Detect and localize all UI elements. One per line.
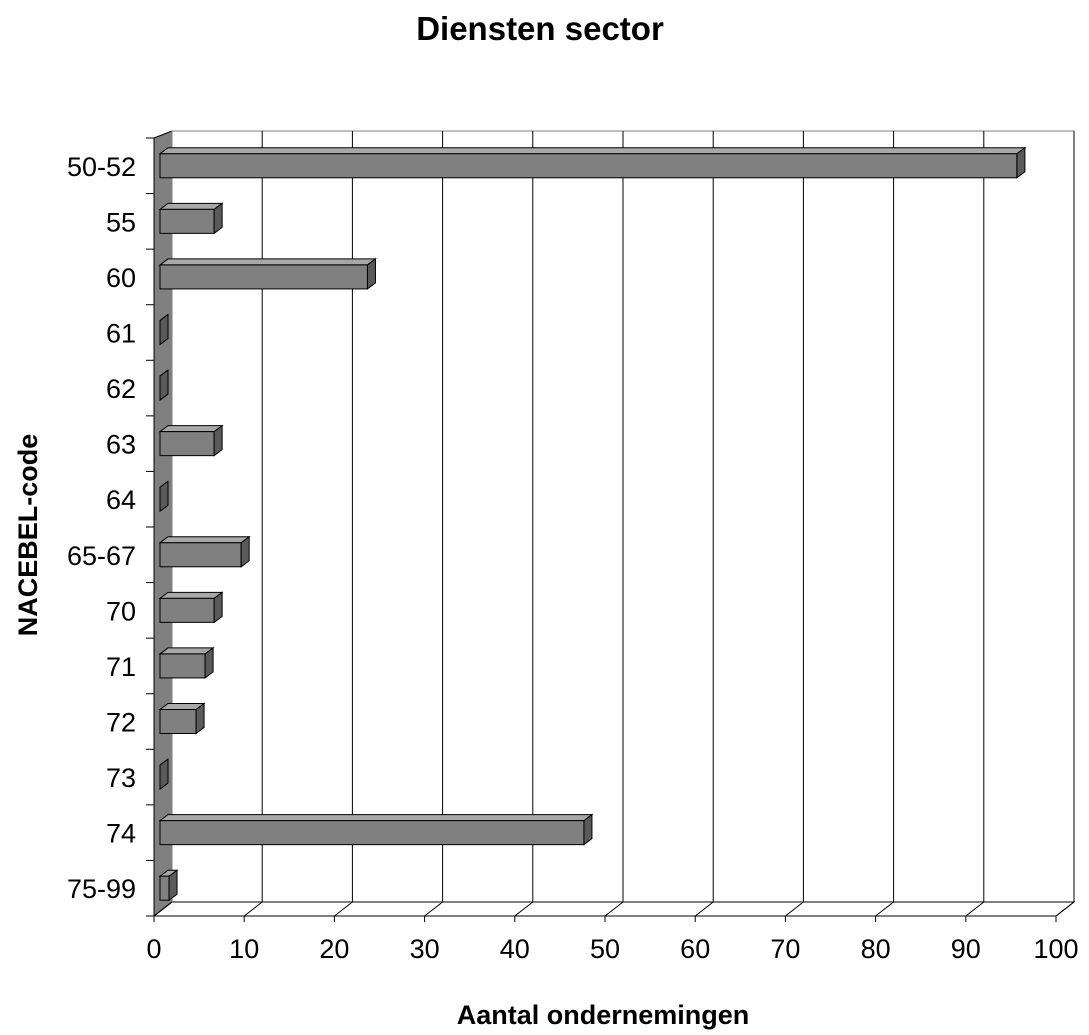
bar-front-face (159, 875, 170, 901)
y-axis-title: NACEBEL-code (13, 434, 43, 637)
y-tick-label: 61 (106, 319, 136, 349)
y-tick-label: 75-99 (67, 874, 136, 904)
bar-top-face (158, 425, 224, 433)
bar-front-face (159, 431, 215, 457)
bar (158, 424, 224, 457)
x-tick-label: 100 (1033, 934, 1078, 964)
bar-side-face (159, 758, 169, 791)
x-tick-label: 40 (500, 934, 530, 964)
y-tick-label: 50-52 (67, 152, 136, 182)
x-tick-label: 30 (410, 934, 440, 964)
y-tick-label: 71 (106, 652, 136, 682)
y-tick-label: 65-67 (67, 541, 136, 571)
x-grid-floor-line (334, 901, 353, 917)
bar-front-face (159, 709, 197, 734)
bar-side-face (213, 591, 223, 624)
x-tick-label: 20 (319, 934, 349, 964)
x-grid-floor-line (965, 901, 985, 917)
bar-top-face (158, 536, 251, 544)
bar-side-face (204, 646, 214, 679)
bar-front-face (159, 542, 242, 568)
x-tick-label: 10 (229, 934, 259, 964)
x-grid-floor-line (153, 901, 173, 917)
bar-side-face (168, 869, 178, 902)
y-tick-label: 55 (106, 207, 136, 237)
x-grid-floor-line (424, 901, 443, 917)
y-tick-label: 70 (106, 596, 136, 626)
bar-front-face (159, 208, 215, 234)
bar-top-face (158, 591, 224, 599)
bar-top-face (158, 647, 215, 655)
x-grid-floor-line (1055, 901, 1075, 917)
x-tick-label: 80 (861, 934, 891, 964)
bar (158, 146, 1027, 179)
bar (158, 591, 224, 624)
x-tick-label: 90 (951, 934, 981, 964)
x-grid-floor-line (243, 901, 263, 917)
bar-side-face (159, 313, 169, 346)
bar (158, 646, 215, 679)
x-grid-floor-line (514, 901, 534, 917)
bar-side-face (366, 257, 376, 290)
bar (159, 369, 169, 402)
x-tick-label: 50 (590, 934, 620, 964)
bar-side-face (583, 813, 593, 846)
y-tick-label: 72 (106, 708, 136, 738)
bar-front-face (159, 264, 368, 290)
bar-top-face (158, 147, 1027, 155)
x-tick-label: 0 (146, 934, 161, 964)
x-grid-floor-line (694, 901, 714, 917)
y-tick-label: 74 (106, 819, 136, 849)
bar-side-face (240, 535, 250, 568)
y-tick-label: 63 (106, 430, 136, 460)
bar (158, 535, 251, 568)
bar (159, 313, 169, 346)
bar (158, 869, 179, 902)
bar-side-face (159, 480, 169, 513)
y-tick-label: 62 (106, 374, 136, 404)
x-tick-label: 70 (770, 934, 800, 964)
bar-top-face (158, 202, 224, 210)
bar-side-face (213, 424, 223, 457)
left-wall (153, 130, 173, 918)
bar-front-face (159, 820, 585, 846)
bar (158, 257, 377, 290)
bar-front-face (159, 153, 1018, 179)
x-axis-title: Aantal ondernemingen (457, 1000, 750, 1030)
bar (159, 758, 169, 791)
bar-side-face (195, 702, 205, 735)
x-grid-floor-line (785, 901, 804, 917)
bar (158, 702, 206, 735)
bar (158, 202, 224, 235)
y-tick-label: 73 (106, 763, 136, 793)
chart-title: Diensten sector (416, 10, 664, 47)
bar-front-face (159, 597, 215, 623)
x-grid-floor-line (604, 901, 624, 917)
bar-top-face (158, 814, 594, 822)
x-tick-label: 60 (680, 934, 710, 964)
bar (159, 480, 169, 513)
bar-front-face (159, 653, 206, 679)
plot-area: 0 10 20 30 40 50 60 70 80 90 100 50-52 55 60 61 62 63 64 6… (67, 130, 1079, 964)
bar (158, 813, 594, 846)
bar-side-face (213, 202, 223, 235)
y-tick-label: 60 (106, 263, 136, 293)
x-grid-floor-line (875, 901, 894, 917)
bar-side-face (1016, 146, 1026, 179)
bar-side-face (159, 369, 169, 402)
y-tick-label: 64 (106, 485, 136, 515)
bar-top-face (158, 258, 377, 266)
